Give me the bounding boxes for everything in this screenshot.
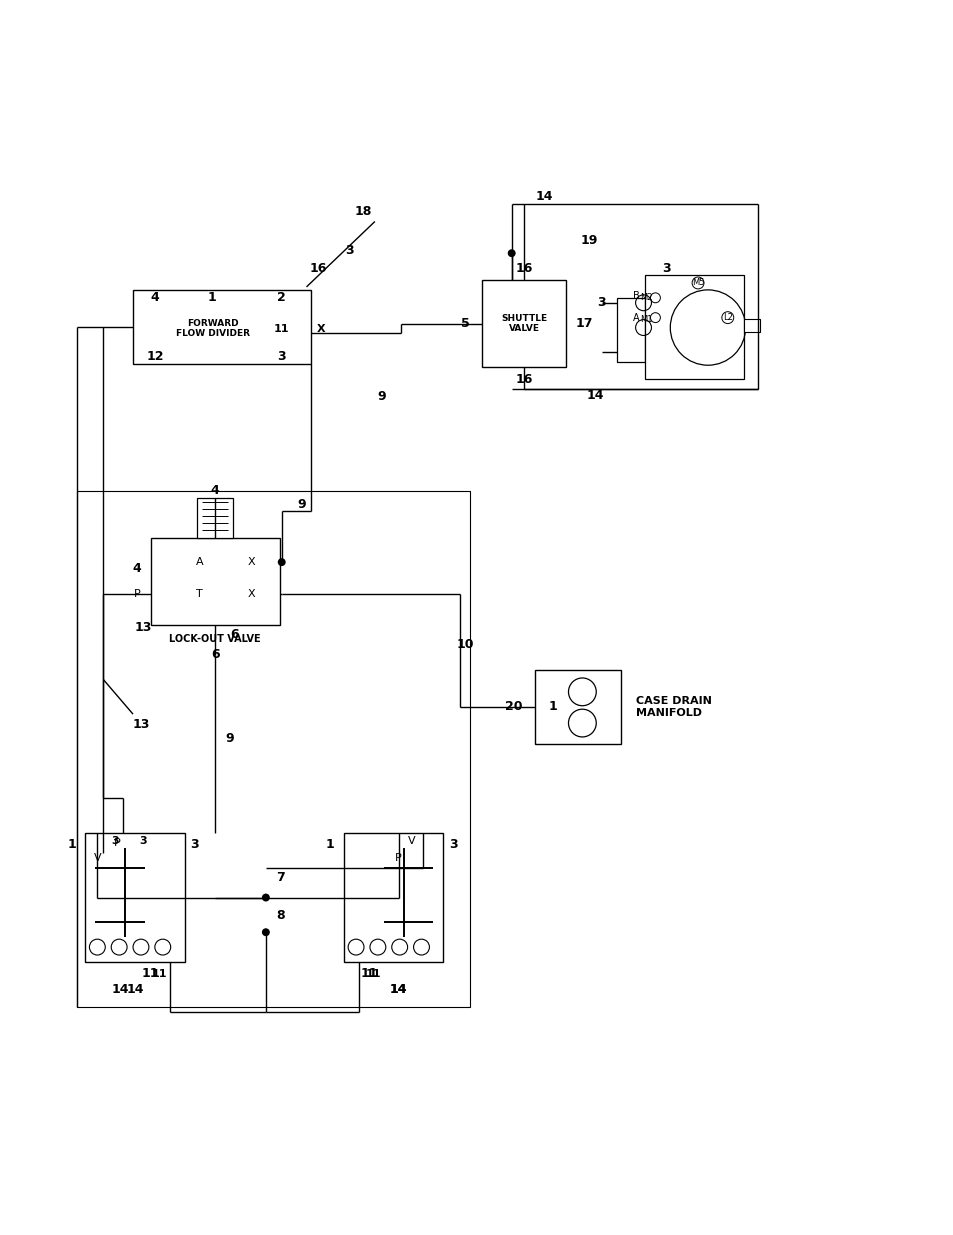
Bar [76, 492, 470, 1007]
Text: 3: 3 [190, 839, 198, 851]
Text: 3: 3 [344, 243, 353, 257]
Text: 11: 11 [152, 969, 168, 979]
Text: 14: 14 [126, 983, 144, 997]
Text: 2: 2 [277, 291, 286, 304]
Text: 14: 14 [390, 983, 407, 997]
Text: 7: 7 [276, 871, 285, 884]
Text: 11: 11 [274, 324, 289, 333]
Text: 4: 4 [132, 562, 141, 574]
Text: V: V [93, 853, 101, 863]
Text: 3: 3 [139, 836, 147, 846]
Text: A: A [195, 557, 203, 567]
Bar [535, 669, 620, 743]
Text: 1: 1 [548, 700, 557, 714]
Text: 4: 4 [211, 484, 219, 496]
Text: 16: 16 [515, 262, 532, 274]
Text: P: P [395, 853, 401, 863]
Text: 20: 20 [504, 700, 522, 714]
Text: M5: M5 [691, 278, 703, 288]
Text: T: T [196, 589, 203, 599]
Text: 8: 8 [276, 909, 285, 921]
Text: X: X [248, 589, 255, 599]
Text: P: P [113, 839, 120, 848]
Text: 3: 3 [277, 350, 286, 363]
Text: 14: 14 [390, 983, 407, 997]
Text: 19: 19 [579, 233, 598, 247]
Text: LOCK-OUT VALVE: LOCK-OUT VALVE [170, 634, 261, 643]
Text: M2: M2 [639, 294, 652, 303]
Circle shape [507, 249, 516, 257]
Bar [743, 319, 759, 331]
Text: 13: 13 [134, 621, 152, 635]
Text: 13: 13 [132, 718, 150, 731]
Bar [617, 298, 644, 362]
Text: L2: L2 [722, 314, 732, 322]
Text: X: X [248, 557, 255, 567]
Text: 9: 9 [226, 732, 234, 746]
Text: 17: 17 [575, 317, 592, 330]
Text: 6: 6 [211, 648, 219, 661]
Bar [86, 834, 184, 962]
Text: 16: 16 [310, 262, 327, 274]
Text: SHUTTLE
VALVE: SHUTTLE VALVE [500, 314, 547, 333]
Text: 14: 14 [535, 190, 553, 204]
Text: 18: 18 [354, 205, 372, 219]
Text: 16: 16 [515, 373, 532, 385]
Bar [644, 275, 743, 379]
Text: FORWARD
FLOW DIVIDER: FORWARD FLOW DIVIDER [176, 319, 250, 338]
Text: 1: 1 [208, 291, 216, 304]
Circle shape [277, 558, 285, 566]
Text: 10: 10 [456, 638, 474, 651]
Text: 11: 11 [360, 967, 377, 981]
Text: 1: 1 [67, 839, 76, 851]
Text: 3: 3 [112, 836, 119, 846]
Text: 11: 11 [366, 969, 381, 979]
Text: 9: 9 [377, 390, 386, 404]
Text: 5: 5 [460, 317, 469, 330]
Text: X: X [316, 324, 325, 333]
Bar [197, 498, 233, 537]
Text: CASE DRAIN
MANIFOLD: CASE DRAIN MANIFOLD [635, 695, 711, 718]
Text: 6: 6 [230, 629, 238, 641]
Text: 14: 14 [112, 983, 129, 997]
Text: P: P [133, 589, 140, 599]
Text: 12: 12 [146, 350, 163, 363]
Text: 3: 3 [661, 262, 670, 274]
Text: 9: 9 [297, 498, 306, 510]
Bar [132, 290, 311, 364]
Text: A: A [633, 312, 639, 322]
Bar [151, 537, 279, 625]
Circle shape [262, 929, 270, 936]
Text: 1: 1 [326, 839, 335, 851]
Text: M1: M1 [639, 315, 652, 324]
Bar [344, 834, 443, 962]
Text: 3: 3 [449, 839, 457, 851]
Bar [481, 280, 566, 367]
Text: 4: 4 [151, 291, 159, 304]
Text: 3: 3 [597, 296, 605, 309]
Circle shape [262, 894, 270, 902]
Text: 14: 14 [585, 389, 603, 403]
Text: 11: 11 [141, 967, 158, 981]
Text: V: V [407, 836, 415, 846]
Text: B: B [633, 290, 639, 301]
